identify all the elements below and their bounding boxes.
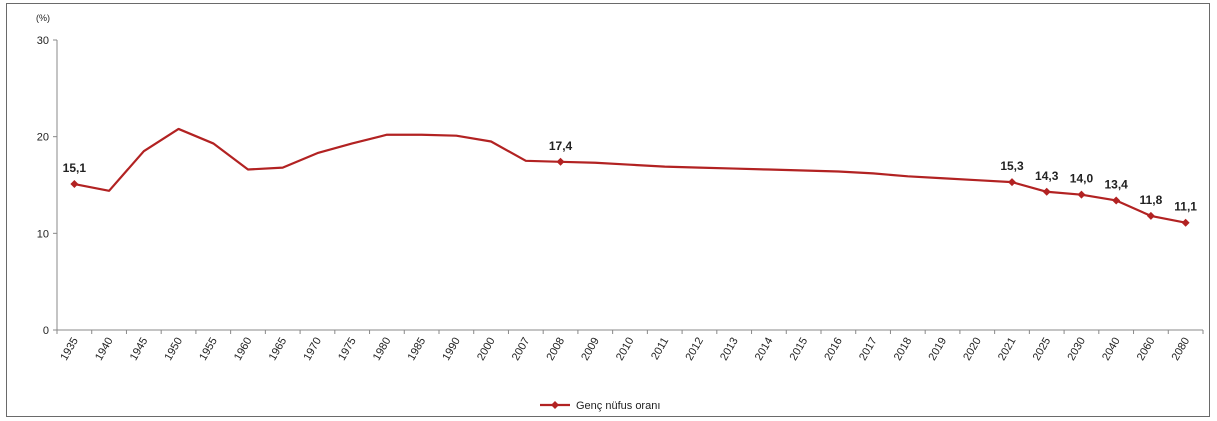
data-label: 13,4 — [1105, 177, 1129, 191]
x-tick-label: 2007 — [510, 336, 533, 363]
data-label: 11,1 — [1174, 200, 1197, 214]
x-tick-label: 2030 — [1065, 336, 1088, 363]
x-tick-label: 2015 — [788, 336, 811, 363]
x-tick-label: 2060 — [1135, 336, 1158, 363]
x-tick-label: 2013 — [718, 336, 741, 363]
data-label: 17,4 — [549, 139, 573, 153]
data-point-marker — [1042, 187, 1051, 196]
x-tick-label: 2008 — [545, 336, 568, 363]
data-point-marker — [1077, 190, 1086, 199]
x-tick-label: 1935 — [58, 336, 81, 363]
x-tick-label: 1955 — [197, 336, 220, 363]
x-tick-label: 2000 — [475, 336, 498, 363]
x-tick-label: 2010 — [614, 336, 637, 363]
x-tick-label: 2019 — [927, 336, 950, 363]
x-tick-label: 1990 — [440, 336, 463, 363]
x-tick-label: 2018 — [892, 336, 915, 363]
x-tick-label: 2016 — [822, 336, 845, 363]
x-tick-label: 2009 — [579, 336, 602, 363]
legend-marker — [551, 401, 559, 409]
x-tick-label: 2011 — [649, 336, 671, 362]
y-tick-label: 20 — [37, 132, 49, 144]
data-point-marker — [1008, 178, 1016, 187]
y-tick-label: 0 — [43, 325, 49, 337]
data-point-marker — [556, 157, 565, 166]
legend-label: Genç nüfus oranı — [576, 400, 660, 412]
data-label: 15,1 — [63, 161, 87, 175]
x-tick-label: 2020 — [961, 336, 984, 363]
x-tick-label: 1945 — [128, 336, 151, 363]
data-point-marker — [1146, 211, 1155, 220]
data-label: 14,3 — [1035, 169, 1059, 183]
y-axis-unit: (%) — [36, 13, 50, 23]
chart-frame: (%) 0 10 20 30 1935 1940 1945 1950 1955 1960 1965… — [6, 3, 1210, 417]
y-tick-label: 10 — [37, 228, 49, 240]
x-tick-label: 2012 — [683, 336, 706, 363]
y-tick-label: 30 — [37, 35, 49, 47]
x-tick-label: 2025 — [1031, 336, 1054, 363]
data-point-marker — [1112, 196, 1121, 205]
data-label: 11,8 — [1140, 193, 1163, 207]
x-tick-label: 1980 — [371, 336, 394, 363]
x-tick-label: 1940 — [93, 336, 116, 363]
series-line — [74, 127, 1186, 224]
data-label: 15,3 — [1000, 159, 1024, 173]
x-tick-label: 2014 — [753, 336, 776, 363]
x-tick-label: 1985 — [406, 336, 429, 363]
data-label: 14,0 — [1070, 172, 1094, 186]
data-point-marker — [70, 180, 79, 189]
x-tick-label: 2080 — [1170, 336, 1193, 363]
x-tick-label: 1950 — [163, 336, 186, 363]
x-tick-label: 1960 — [232, 336, 255, 363]
x-tick-label: 2040 — [1100, 336, 1123, 363]
x-tick-label: 2017 — [857, 336, 880, 363]
x-tick-label: 1970 — [301, 336, 324, 363]
x-tick-label: 1965 — [267, 336, 290, 363]
data-point-marker — [1181, 218, 1190, 227]
x-tick-label: 1975 — [336, 336, 359, 363]
x-tick-label: 2021 — [996, 336, 1019, 363]
